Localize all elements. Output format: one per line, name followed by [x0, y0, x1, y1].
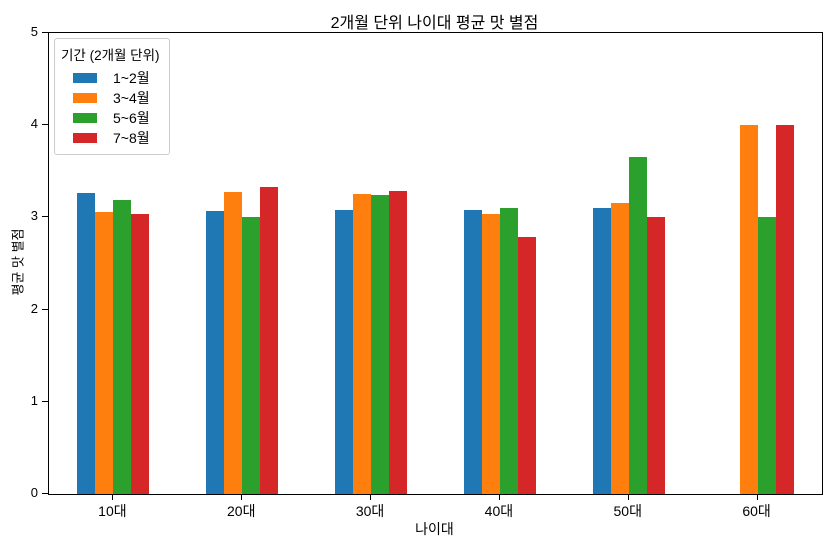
y-tick-mark	[42, 493, 48, 494]
plot-area: 기간 (2개월 단위) 1~2월 3~4월 5~6월 7~8월	[48, 32, 823, 495]
bar	[592, 208, 611, 494]
x-tick-mark	[627, 494, 629, 500]
bar	[463, 210, 482, 494]
y-tick-label: 4	[30, 116, 38, 132]
bar	[628, 157, 647, 494]
legend-label: 5~6월	[113, 110, 150, 126]
y-tick-label: 1	[30, 392, 38, 408]
legend-items: 1~2월 3~4월 5~6월 7~8월	[61, 68, 160, 148]
bar	[499, 208, 518, 494]
y-tick-mark	[42, 216, 48, 218]
y-axis-label: 평균 맛 별점	[10, 228, 26, 296]
legend-label: 3~4월	[113, 90, 150, 106]
bar	[739, 125, 758, 494]
bar	[260, 186, 279, 494]
x-tick-label: 60대	[742, 503, 771, 519]
bar	[242, 217, 261, 494]
x-tick-mark	[241, 494, 243, 500]
legend-item: 3~4월	[73, 88, 160, 108]
y-tick-mark	[42, 400, 48, 402]
legend: 기간 (2개월 단위) 1~2월 3~4월 5~6월 7~8월	[54, 38, 170, 155]
legend-swatch	[73, 133, 97, 143]
y-tick-label: 2	[30, 300, 38, 316]
y-tick-mark	[42, 308, 48, 310]
x-tick-label: 50대	[613, 503, 642, 519]
legend-swatch	[73, 113, 97, 123]
bar	[335, 210, 354, 494]
bar	[113, 199, 132, 494]
chart-title: 2개월 단위 나이대 평균 맛 별점	[330, 15, 539, 32]
legend-swatch	[73, 73, 97, 83]
bar	[775, 125, 794, 494]
bar	[206, 210, 225, 494]
x-tick-label: 30대	[355, 503, 385, 519]
legend-item: 1~2월	[73, 68, 160, 88]
legend-label: 1~2월	[113, 70, 150, 86]
bar	[481, 213, 500, 494]
legend-title: 기간 (2개월 단위)	[61, 48, 160, 63]
y-tick-label: 0	[30, 485, 38, 500]
bar	[371, 195, 390, 494]
y-tick-label: 5	[30, 24, 38, 39]
x-tick-mark	[498, 494, 500, 500]
x-tick-label: 10대	[98, 503, 127, 519]
bar	[77, 192, 96, 494]
y-tick-label: 3	[30, 208, 38, 224]
bar	[757, 217, 776, 494]
legend-item: 5~6월	[73, 108, 160, 128]
bar	[646, 217, 665, 494]
bar	[517, 236, 536, 494]
x-tick-label: 20대	[227, 503, 256, 519]
x-axis-label: 나이대	[415, 521, 454, 537]
y-tick-mark	[42, 32, 48, 33]
bar	[95, 211, 114, 494]
legend-swatch	[73, 93, 97, 103]
legend-item: 7~8월	[73, 128, 160, 148]
bar	[131, 213, 150, 494]
x-tick-label: 40대	[484, 503, 514, 519]
x-tick-mark	[370, 494, 372, 500]
bar	[610, 202, 629, 494]
bar	[224, 191, 243, 494]
bar	[353, 194, 372, 494]
legend-label: 7~8월	[113, 130, 150, 146]
bar	[389, 190, 408, 494]
x-tick-mark	[112, 494, 114, 500]
y-tick-mark	[42, 124, 48, 126]
x-tick-mark	[756, 494, 758, 500]
